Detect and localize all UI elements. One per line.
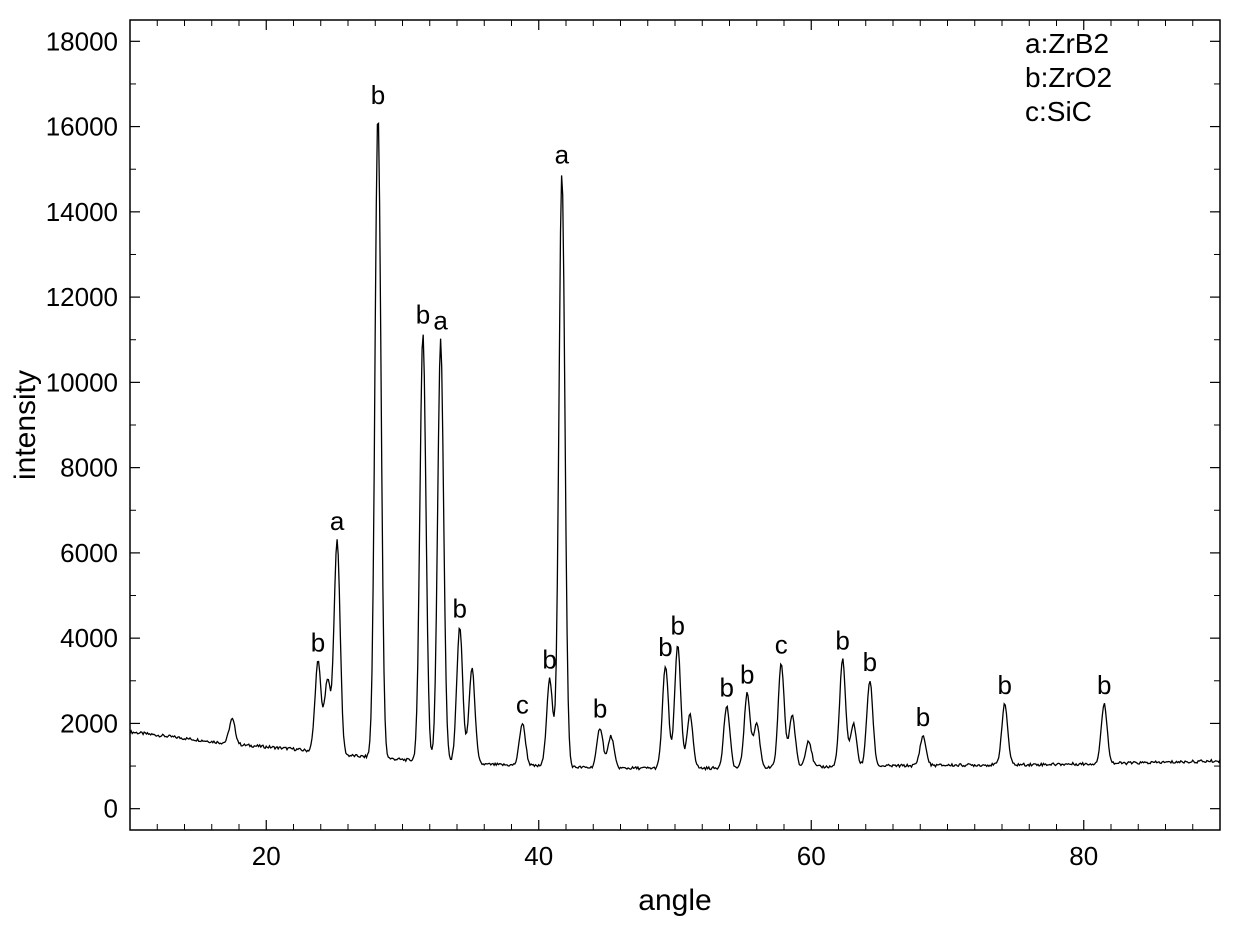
legend-item-b: b:ZrO2 [1025, 62, 1112, 93]
xrd-spectrum-chart: 20 40 60 80 0 2000 4000 6000 8000 10000 12000 14000… [0, 0, 1240, 937]
y-tick-label: 16000 [46, 112, 118, 142]
peak-label: b [720, 672, 734, 702]
x-tick-label: 20 [252, 841, 281, 871]
y-tick-label: 4000 [60, 623, 118, 653]
peak-label: b [371, 80, 385, 110]
x-tick-label: 60 [797, 841, 826, 871]
peak-label: b [740, 660, 754, 690]
y-tick-label: 0 [104, 794, 118, 824]
peak-label: b [416, 299, 430, 329]
peak-label: b [916, 702, 930, 732]
y-tick-label: 6000 [60, 538, 118, 568]
peak-label: b [863, 647, 877, 677]
y-axis-label: intensity [9, 370, 42, 480]
legend-item-a: a:ZrB2 [1025, 28, 1109, 59]
peak-label: b [311, 628, 325, 658]
peak-label: b [835, 625, 849, 655]
peak-label: b [670, 611, 684, 641]
peak-label: b [593, 694, 607, 724]
y-tick-label: 2000 [60, 708, 118, 738]
peak-label: c [775, 630, 788, 660]
peak-label: b [997, 670, 1011, 700]
peak-label: a [433, 306, 448, 336]
y-tick-label: 14000 [46, 197, 118, 227]
x-tick-label: 40 [524, 841, 553, 871]
peak-label: b [1097, 670, 1111, 700]
spectrum-line [130, 123, 1220, 769]
y-tick-label: 8000 [60, 453, 118, 483]
y-tick-label: 18000 [46, 26, 118, 56]
peak-label: a [330, 506, 345, 536]
y-tick-label: 12000 [46, 282, 118, 312]
peak-label: c [516, 689, 529, 719]
x-axis-label: angle [638, 884, 711, 917]
legend-item-c: c:SiC [1025, 96, 1092, 127]
peak-label: a [555, 139, 570, 169]
peak-label: b [452, 594, 466, 624]
peak-label: b [542, 645, 556, 675]
x-tick-label: 80 [1069, 841, 1098, 871]
y-tick-label: 10000 [46, 367, 118, 397]
